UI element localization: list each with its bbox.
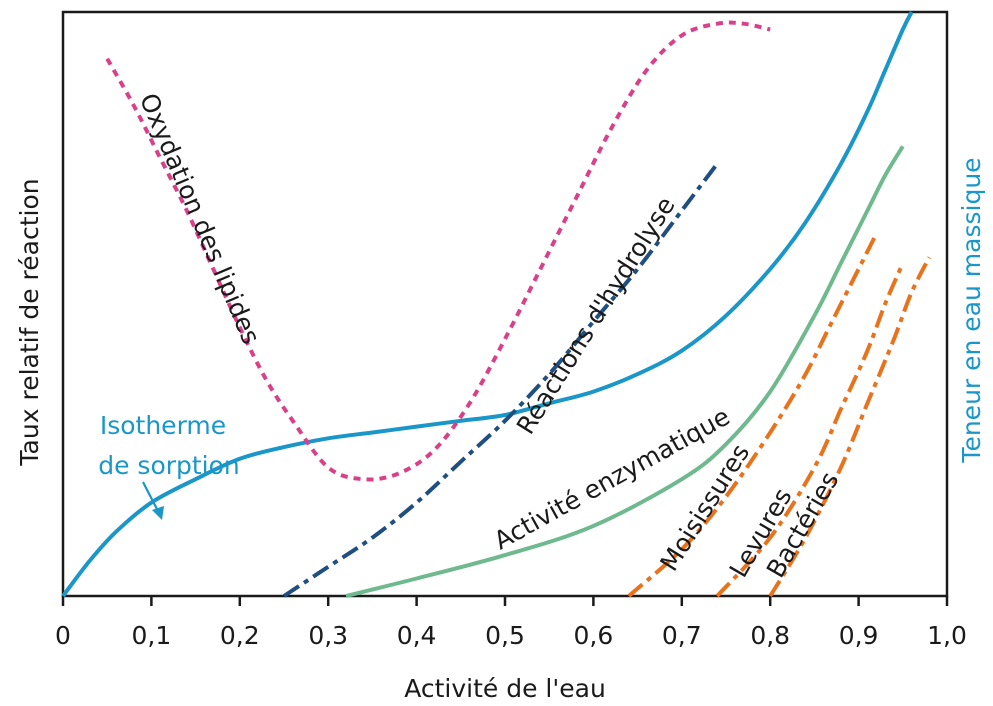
label-lipides: Oxydation des lipides [134,89,266,348]
series-line-lipides [105,20,771,482]
y-axis-title-right: Teneur en eau massique [957,157,986,463]
x-tick-label: 0,3 [308,621,348,650]
x-tick-label: 0,7 [662,621,702,650]
series-line-levures [715,262,905,598]
series-line-enzymatique [345,145,905,598]
x-tick-label: 0,6 [574,621,614,650]
label-hydrolyse: Réactions d'hydrolyse [511,192,681,440]
x-tick-labels: 0 0,1 0,2 0,3 0,4 0,5 0,6 0,7 0,8 0,9 1,0 [55,621,967,650]
x-tick-label: 0,8 [750,621,790,650]
x-tick-label: 1,0 [927,621,967,650]
curves [61,11,932,598]
label-sorption-line2: de sorption [98,451,240,480]
x-tick-label: 0,9 [839,621,879,650]
series-line-sorption [61,11,914,598]
x-tick-label: 0,5 [485,621,525,650]
series-line-hydrolyse [282,162,719,598]
sorption-pointer-arrowhead [152,506,164,520]
x-tick-label: 0 [55,621,71,650]
x-tick-label: 0,2 [220,621,260,650]
series-line-bacteries [768,256,932,598]
x-ticks [61,596,949,606]
x-tick-label: 0,4 [397,621,437,650]
y-axis-title-left: Taux relatif de réaction [15,178,44,466]
x-tick-label: 0,1 [132,621,172,650]
x-axis-title: Activité de l'eau [404,674,606,703]
label-sorption-line1: Isotherme [100,411,226,440]
series-line-moisissures [627,232,879,598]
